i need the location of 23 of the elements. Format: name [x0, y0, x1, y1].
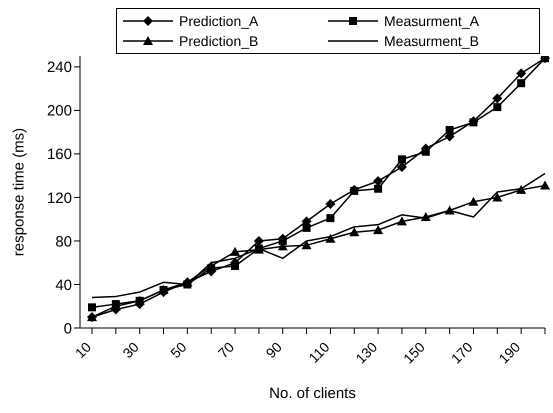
- x-tick-label: 190: [495, 338, 524, 367]
- legend-label: Measurment_B: [384, 33, 479, 49]
- y-tick-label: 160: [46, 146, 72, 164]
- x-tick-label: 30: [119, 338, 142, 362]
- x-axis-title: No. of clients: [269, 385, 356, 402]
- x-tick-label: 150: [400, 338, 428, 367]
- x-tick-label: 90: [262, 338, 286, 362]
- x-tick-label: 10: [72, 338, 94, 362]
- y-tick-label: 240: [46, 59, 72, 76]
- x-tick-label: 170: [448, 338, 476, 367]
- y-tick-label: 200: [46, 102, 72, 120]
- y-tick-label: 120: [46, 190, 72, 207]
- y-axis-title: response time (ms): [10, 128, 28, 256]
- x-tick-label: 110: [305, 338, 333, 366]
- y-tick-label: 40: [55, 276, 72, 294]
- x-tick-label: 130: [352, 338, 380, 367]
- y-tick-label: 0: [64, 320, 72, 338]
- x-tick-label: 50: [167, 338, 190, 362]
- legend-label: Measurment_A: [384, 13, 479, 29]
- y-tick-label: 80: [55, 233, 72, 250]
- legend-label: Prediction_B: [179, 33, 258, 49]
- x-tick-label: 70: [214, 338, 238, 362]
- legend-label: Prediction_A: [179, 13, 258, 29]
